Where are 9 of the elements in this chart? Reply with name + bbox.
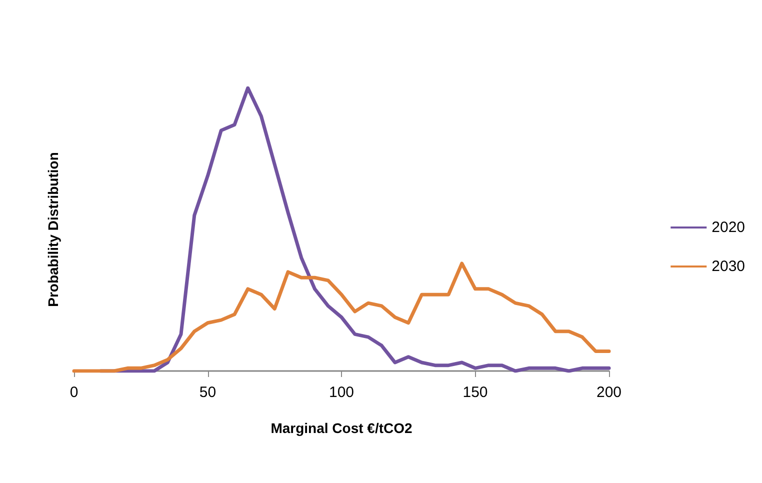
x-tick-label: 50 [199, 384, 216, 401]
y-axis-title: Probability Distribution [45, 152, 61, 307]
legend-label: 2030 [712, 258, 746, 275]
x-tick-label: 100 [328, 384, 354, 401]
x-axis-title: Marginal Cost €/tCO2 [270, 420, 412, 436]
x-tick-label: 200 [596, 384, 622, 401]
x-tick-label: 150 [462, 384, 488, 401]
legend-label: 2020 [712, 219, 746, 236]
x-tick-label: 0 [70, 384, 78, 401]
